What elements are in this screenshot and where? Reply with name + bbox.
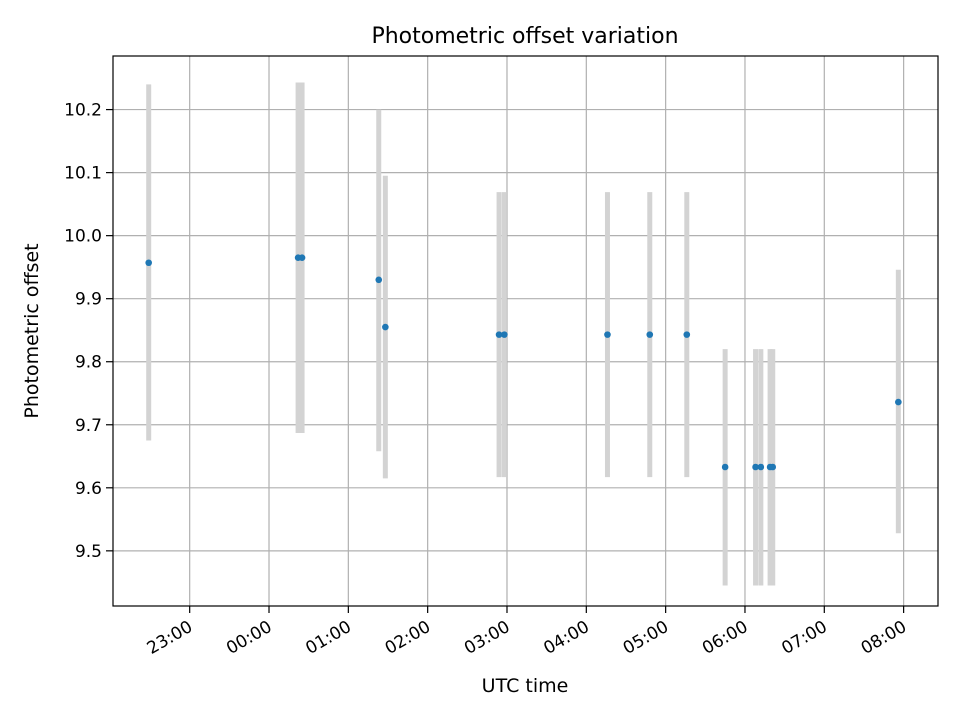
y-tick-label: 9.8 — [75, 353, 102, 373]
chart-title: Photometric offset variation — [371, 24, 678, 49]
data-point — [646, 331, 654, 338]
data-point — [495, 331, 503, 338]
data-point — [895, 398, 902, 406]
y-tick-label: 10.1 — [64, 164, 102, 184]
data-point — [298, 254, 306, 262]
y-tick-label: 9.7 — [75, 416, 102, 436]
y-tick-label: 10.2 — [64, 101, 102, 121]
y-tick-label: 10.0 — [64, 227, 102, 247]
x-axis-label: UTC time — [482, 675, 569, 697]
y-axis-label: Photometric offset — [21, 243, 43, 418]
y-tick-label: 9.6 — [75, 479, 102, 499]
data-point — [769, 463, 777, 471]
data-markers — [145, 254, 902, 471]
plot-frame — [112, 55, 939, 607]
data-point — [721, 463, 729, 471]
y-tick-label: 9.9 — [75, 290, 102, 310]
data-point — [757, 463, 765, 471]
data-point — [683, 331, 691, 338]
data-point — [501, 331, 508, 338]
grid-lines — [113, 56, 938, 606]
data-point — [604, 331, 611, 338]
y-tick-label: 9.5 — [75, 542, 102, 562]
data-point — [752, 463, 759, 471]
data-point — [375, 276, 383, 284]
data-point — [382, 323, 389, 331]
data-point — [145, 259, 152, 267]
